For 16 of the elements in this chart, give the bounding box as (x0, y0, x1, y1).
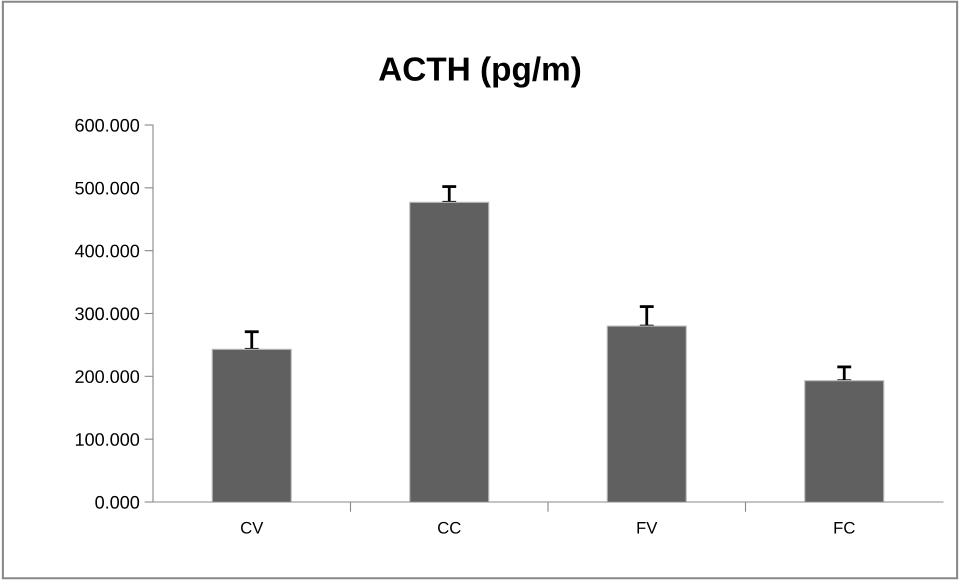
y-tick-label: 600.000 (75, 118, 140, 132)
chart-title: ACTH (pg/m) (379, 56, 580, 88)
bar (212, 348, 292, 502)
y-tick-label: 500.000 (75, 182, 140, 195)
x-tick-label: CC (438, 522, 461, 534)
x-tick-label: FV (637, 522, 658, 534)
bar (804, 380, 884, 502)
y-tick-label: 100.000 (76, 433, 140, 446)
y-tick-label: 0.000 (95, 496, 140, 509)
y-tick-label: 300.000 (75, 307, 140, 320)
y-tick-label: 200.000 (75, 370, 140, 384)
x-tick-label: FC (834, 522, 855, 534)
y-tick-label: 400.000 (74, 244, 140, 258)
bar (409, 202, 490, 502)
bar (606, 326, 687, 502)
x-tick-label: CV (241, 522, 264, 534)
